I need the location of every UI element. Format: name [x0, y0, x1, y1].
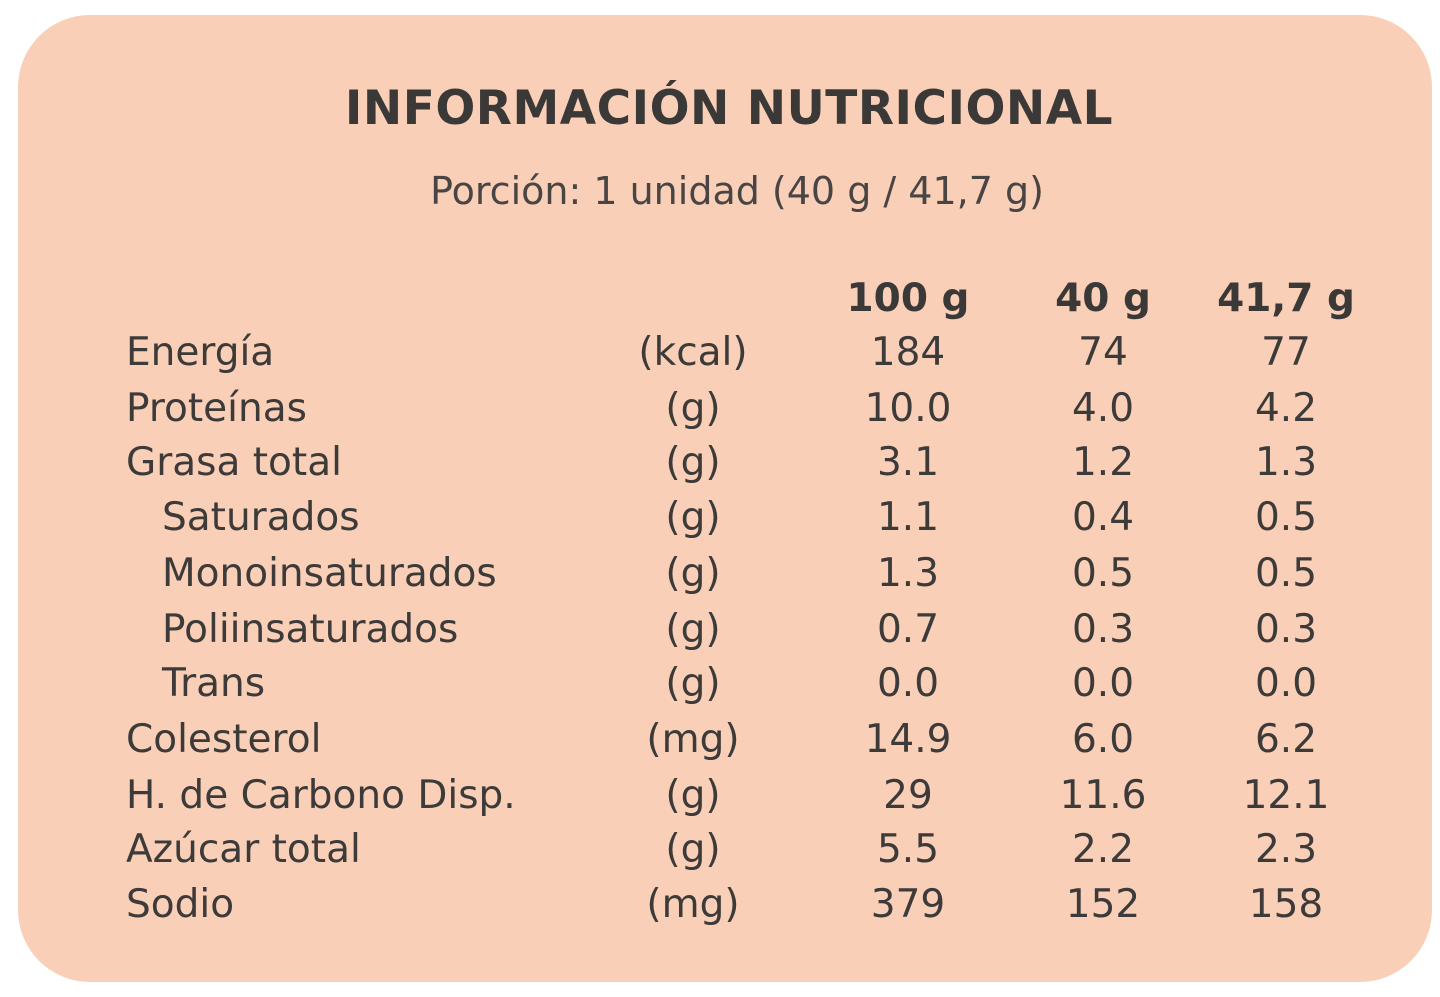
table-row: Azúcar total (g) 5.5 2.2 2.3: [18, 822, 1432, 878]
column-header-40g: 40 g: [1055, 276, 1151, 321]
nutrient-unit: (g): [665, 440, 721, 485]
table-row: H. de Carbono Disp. (g) 29 11.6 12.1: [18, 768, 1432, 824]
table-row: Energía (kcal) 184 74 77: [18, 325, 1432, 381]
nutrition-info-card: INFORMACIÓN NUTRICIONAL Porción: 1 unida…: [18, 15, 1432, 982]
column-header-41-7g: 41,7 g: [1217, 276, 1355, 321]
value-per-41-7g: 6.2: [1254, 717, 1318, 762]
value-per-100g: 3.1: [876, 440, 940, 485]
value-per-40g: 0.4: [1071, 495, 1135, 540]
nutrient-name: Azúcar total: [126, 827, 361, 872]
value-per-41-7g: 4.2: [1254, 386, 1318, 431]
nutrient-name: Colesterol: [126, 717, 322, 762]
value-per-40g: 0.3: [1071, 607, 1135, 652]
nutrient-name: Sodio: [126, 882, 235, 927]
nutrient-name: Poliinsaturados: [162, 607, 459, 652]
value-per-40g: 1.2: [1071, 440, 1135, 485]
value-per-100g: 184: [870, 330, 946, 375]
value-per-100g: 379: [870, 882, 946, 927]
value-per-100g: 0.0: [876, 661, 940, 706]
nutrient-name: Energía: [126, 330, 275, 375]
nutrient-name: Monoinsaturados: [162, 551, 497, 596]
table-row: Saturados (g) 1.1 0.4 0.5: [18, 490, 1432, 546]
value-per-41-7g: 12.1: [1242, 773, 1330, 818]
value-per-40g: 0.0: [1071, 661, 1135, 706]
nutrient-name: Trans: [162, 661, 266, 706]
value-per-100g: 0.7: [876, 607, 940, 652]
value-per-41-7g: 158: [1248, 882, 1324, 927]
nutrient-name: Grasa total: [126, 440, 342, 485]
value-per-41-7g: 0.5: [1254, 551, 1318, 596]
table-row: Monoinsaturados (g) 1.3 0.5 0.5: [18, 546, 1432, 602]
value-per-100g: 1.3: [876, 551, 940, 596]
nutrient-unit: (g): [665, 386, 721, 431]
nutrient-unit: (g): [665, 827, 721, 872]
value-per-100g: 1.1: [876, 495, 940, 540]
value-per-100g: 29: [883, 773, 933, 818]
table-row: Trans (g) 0.0 0.0 0.0: [18, 656, 1432, 712]
nutrient-unit: (g): [665, 551, 721, 596]
value-per-41-7g: 0.0: [1254, 661, 1318, 706]
nutrient-name: Proteínas: [126, 386, 307, 431]
serving-size: Porción: 1 unidad (40 g / 41,7 g): [430, 169, 1044, 213]
nutrient-unit: (g): [665, 773, 721, 818]
nutrient-unit: (mg): [646, 717, 740, 762]
nutrient-name: Saturados: [162, 495, 360, 540]
value-per-41-7g: 1.3: [1254, 440, 1318, 485]
nutrient-name: H. de Carbono Disp.: [126, 773, 516, 818]
table-row: Proteínas (g) 10.0 4.0 4.2: [18, 381, 1432, 437]
value-per-41-7g: 0.5: [1254, 495, 1318, 540]
column-header-100g: 100 g: [846, 276, 970, 321]
card-title: INFORMACIÓN NUTRICIONAL: [344, 81, 1114, 136]
table-row: Sodio (mg) 379 152 158: [18, 877, 1432, 933]
value-per-40g: 152: [1065, 882, 1141, 927]
value-per-40g: 6.0: [1071, 717, 1135, 762]
value-per-40g: 0.5: [1071, 551, 1135, 596]
value-per-41-7g: 0.3: [1254, 607, 1318, 652]
nutrient-unit: (g): [665, 607, 721, 652]
table-row: Poliinsaturados (g) 0.7 0.3 0.3: [18, 602, 1432, 658]
value-per-100g: 5.5: [876, 827, 940, 872]
table-header-row: 100 g 40 g 41,7 g: [18, 271, 1432, 327]
nutrient-unit: (kcal): [638, 330, 748, 375]
table-row: Grasa total (g) 3.1 1.2 1.3: [18, 435, 1432, 491]
value-per-100g: 10.0: [864, 386, 952, 431]
value-per-40g: 2.2: [1071, 827, 1135, 872]
value-per-41-7g: 77: [1261, 330, 1311, 375]
nutrient-unit: (mg): [646, 882, 740, 927]
table-row: Colesterol (mg) 14.9 6.0 6.2: [18, 712, 1432, 768]
value-per-100g: 14.9: [864, 717, 952, 762]
value-per-40g: 4.0: [1071, 386, 1135, 431]
nutrient-unit: (g): [665, 661, 721, 706]
value-per-41-7g: 2.3: [1254, 827, 1318, 872]
nutrient-unit: (g): [665, 495, 721, 540]
value-per-40g: 11.6: [1059, 773, 1147, 818]
value-per-40g: 74: [1078, 330, 1128, 375]
